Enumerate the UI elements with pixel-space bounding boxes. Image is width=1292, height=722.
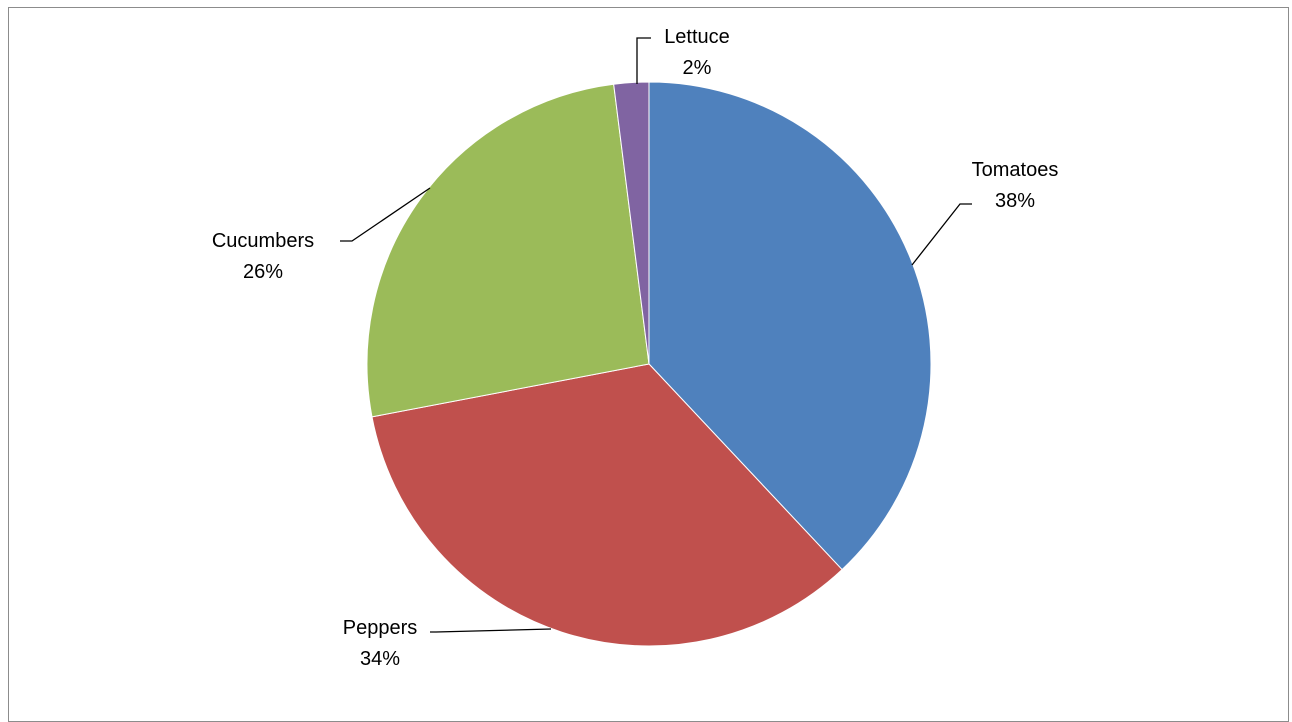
leader-line-tomatoes — [911, 203, 972, 266]
pie-slice-tomatoes — [648, 81, 932, 571]
data-label-value-tomatoes: 38% — [995, 190, 1035, 212]
pie-slice-peppers — [371, 363, 843, 647]
data-label-name-tomatoes: Tomatoes — [972, 159, 1059, 181]
data-labels: Tomatoes 38% Peppers 34% Cucumbers 26% Lettuce… — [212, 26, 1058, 670]
data-label-name-cucumbers: Cucumbers — [212, 230, 314, 252]
data-label-value-cucumbers: 26% — [243, 261, 283, 283]
pie-slices — [366, 81, 932, 647]
data-label-value-lettuce: 2% — [683, 57, 712, 79]
leader-line-cucumbers — [340, 187, 431, 242]
leader-lines — [340, 37, 972, 633]
data-label-name-peppers: Peppers — [343, 617, 418, 639]
pie-slice-lettuce — [613, 81, 650, 365]
data-label-name-lettuce: Lettuce — [664, 26, 730, 48]
pie-slice-cucumbers — [366, 83, 650, 418]
leader-line-lettuce — [636, 37, 651, 84]
leader-line-peppers — [430, 628, 552, 633]
data-label-value-peppers: 34% — [360, 648, 400, 670]
